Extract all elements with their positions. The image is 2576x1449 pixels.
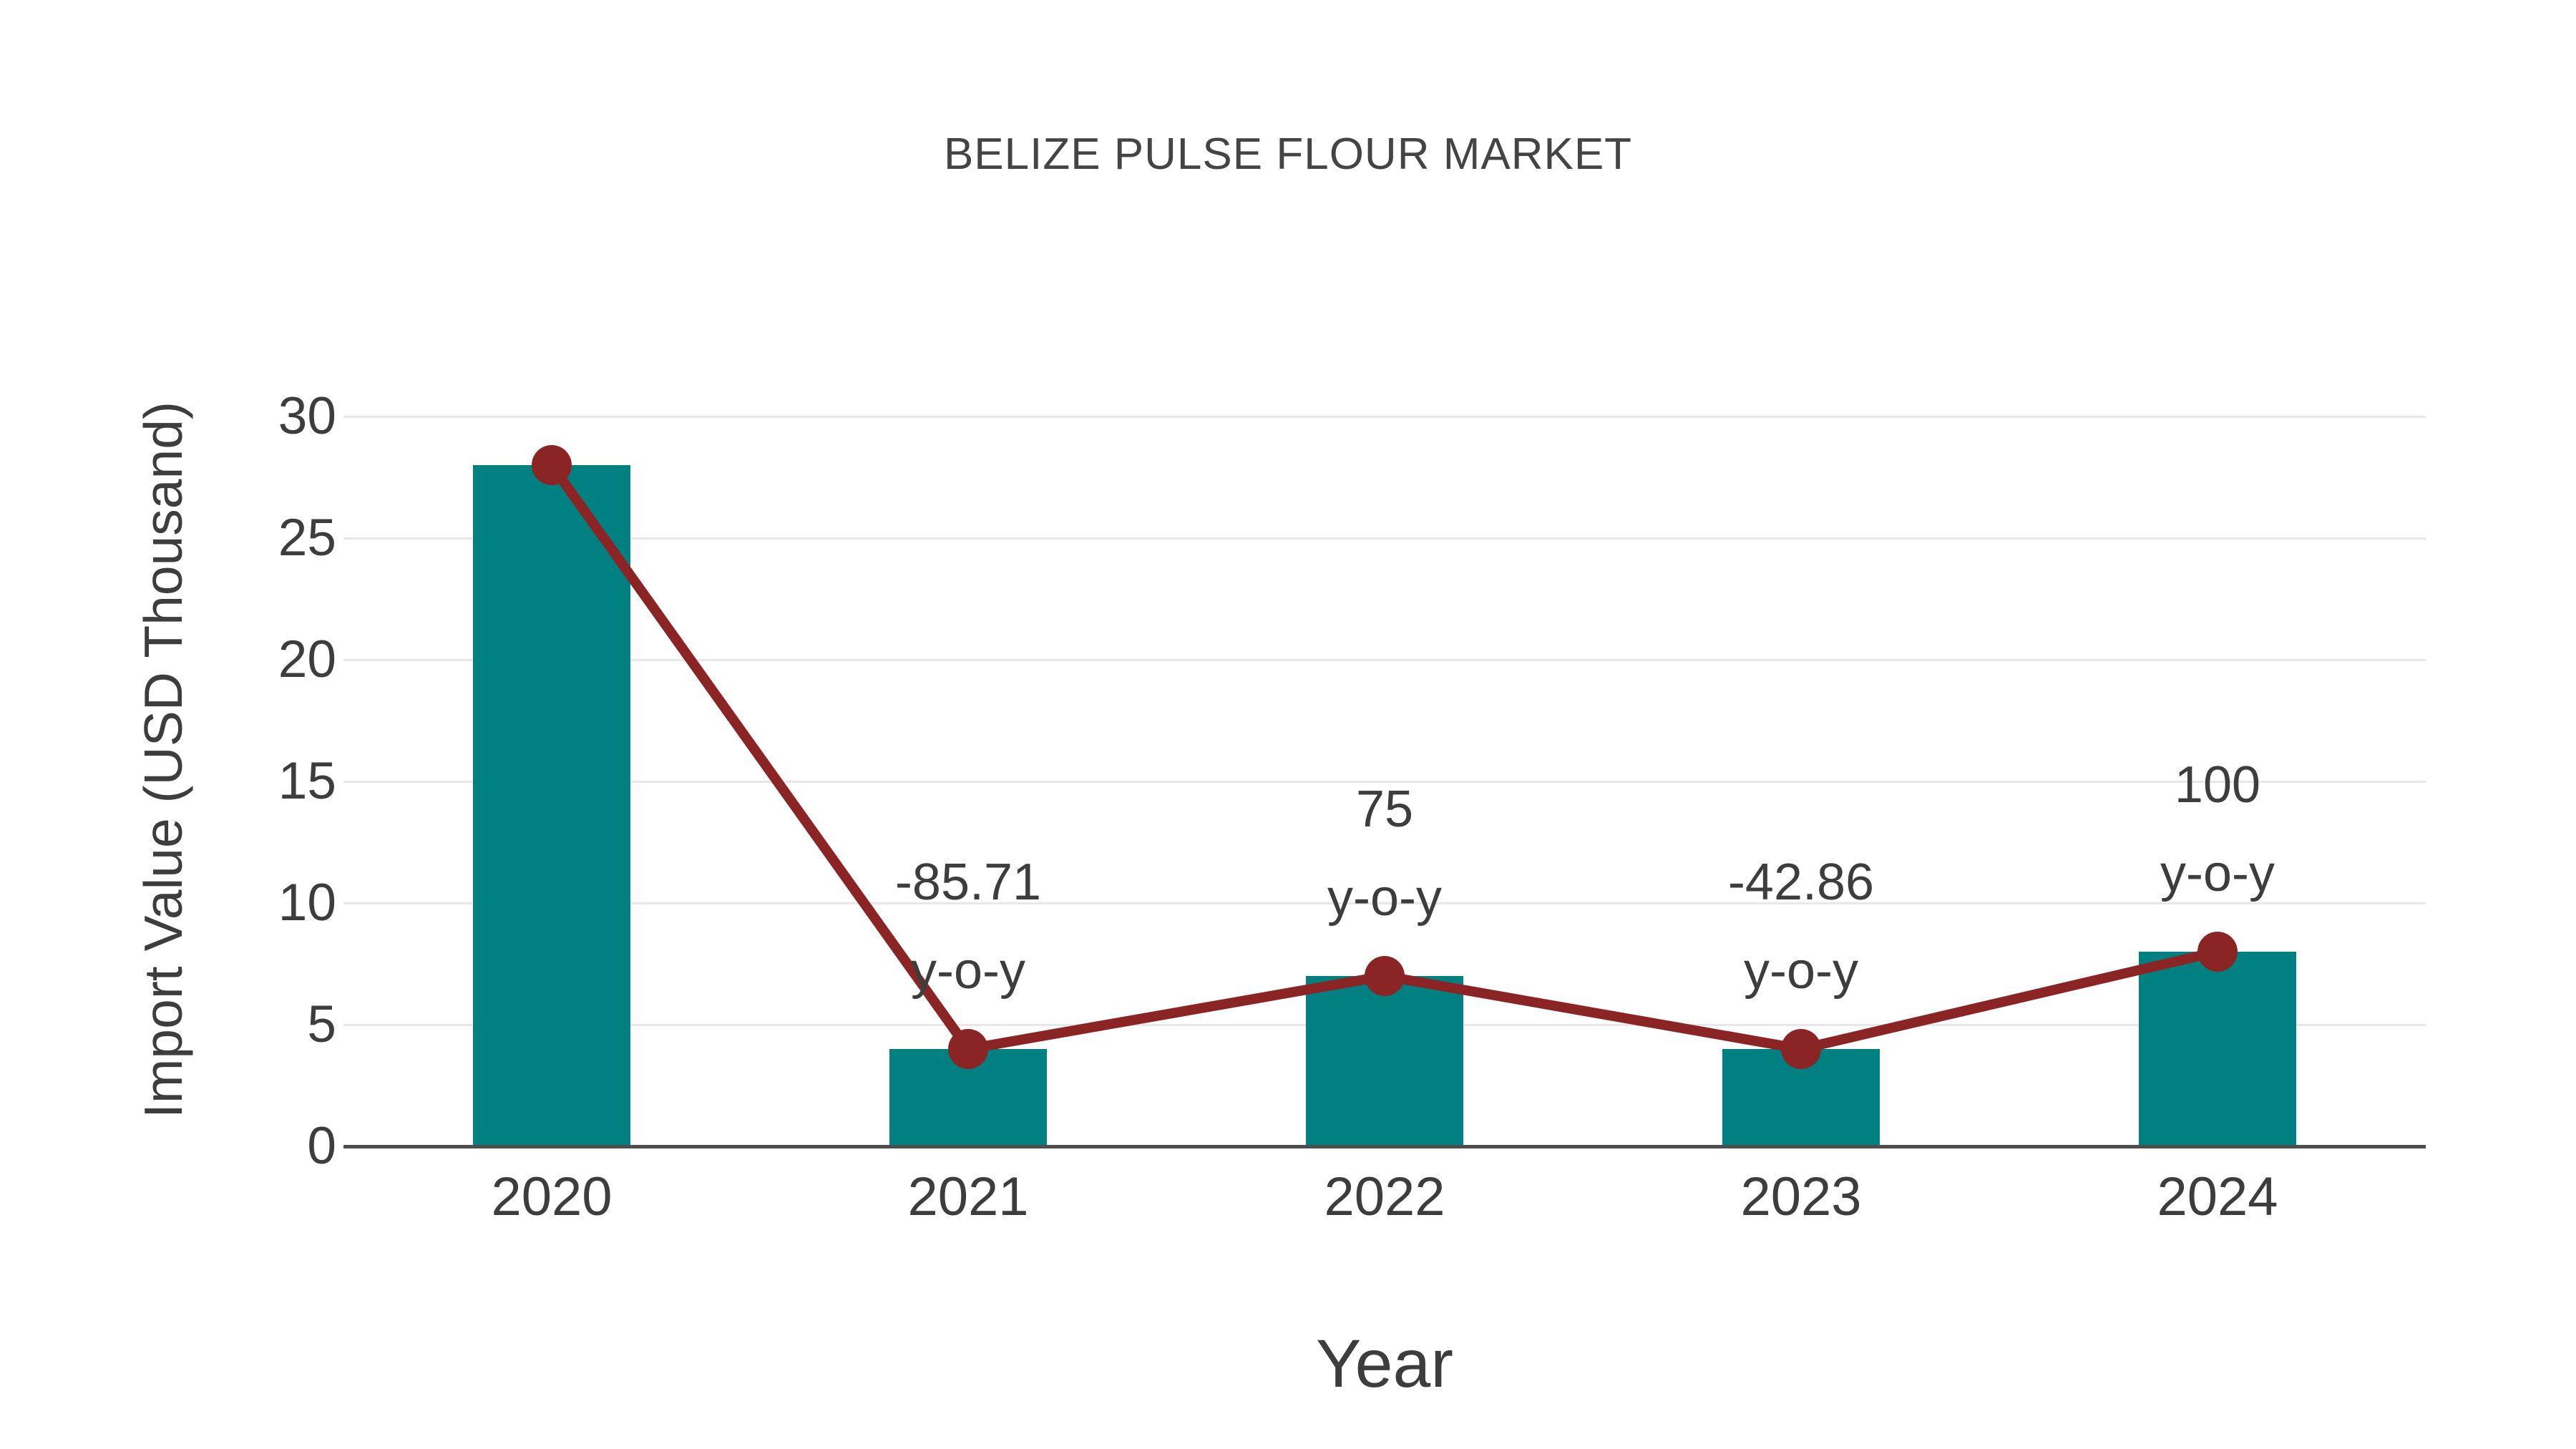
x-tick-label-2021: 2021 [907, 1166, 1029, 1227]
x-tick-label-2022: 2022 [1324, 1166, 1445, 1227]
chart-title: BELIZE PULSE FLOUR MARKET [943, 130, 1633, 179]
annotation-label: y-o-y [1327, 869, 1442, 927]
annotation-label: y-o-y [1744, 942, 1858, 1000]
y-tick-label-30: 30 [278, 387, 336, 445]
y-tick-label-25: 25 [278, 509, 336, 567]
x-tick-label-2023: 2023 [1740, 1166, 1862, 1227]
x-tick-label-2020: 2020 [491, 1166, 613, 1227]
x-axis-title: Year [1316, 1326, 1453, 1402]
annotation-2023: -42.86 y-o-y [1515, 838, 2087, 1015]
line-marker-2021 [948, 1029, 988, 1069]
y-tick-label-5: 5 [307, 995, 336, 1053]
gridline-y-25 [343, 537, 2426, 540]
y-tick-label-20: 20 [278, 630, 336, 688]
annotation-2021: -85.71 y-o-y [682, 838, 1254, 1015]
line-marker-2024 [2197, 932, 2238, 972]
bar-2024 [2139, 952, 2296, 1146]
annotation-2022: 75 y-o-y [1098, 765, 1671, 942]
gridline-y-15 [343, 780, 2426, 783]
y-tick-label-15: 15 [278, 752, 336, 810]
y-tick-label-10: 10 [278, 874, 336, 932]
annotation-value: 100 [2174, 756, 2261, 814]
gridline-y-20 [343, 658, 2426, 661]
gridline-y-30 [343, 415, 2426, 418]
annotation-value: -42.86 [1727, 854, 1875, 911]
annotation-2024: 100 y-o-y [1931, 741, 2504, 918]
annotation-value: 75 [1355, 781, 1414, 838]
annotation-label: y-o-y [911, 942, 1025, 1000]
line-marker-2020 [532, 445, 572, 485]
line-marker-2022 [1365, 956, 1405, 996]
line-marker-2023 [1781, 1029, 1821, 1069]
x-axis-line [343, 1144, 2426, 1148]
y-tick-label-0: 0 [307, 1117, 336, 1175]
bar-2020 [473, 465, 630, 1146]
x-tick-label-2024: 2024 [2157, 1166, 2278, 1227]
gridline-y-10 [343, 902, 2426, 904]
bar-2022 [1306, 976, 1463, 1146]
annotation-label: y-o-y [2160, 845, 2275, 902]
annotation-value: -85.71 [894, 854, 1042, 911]
